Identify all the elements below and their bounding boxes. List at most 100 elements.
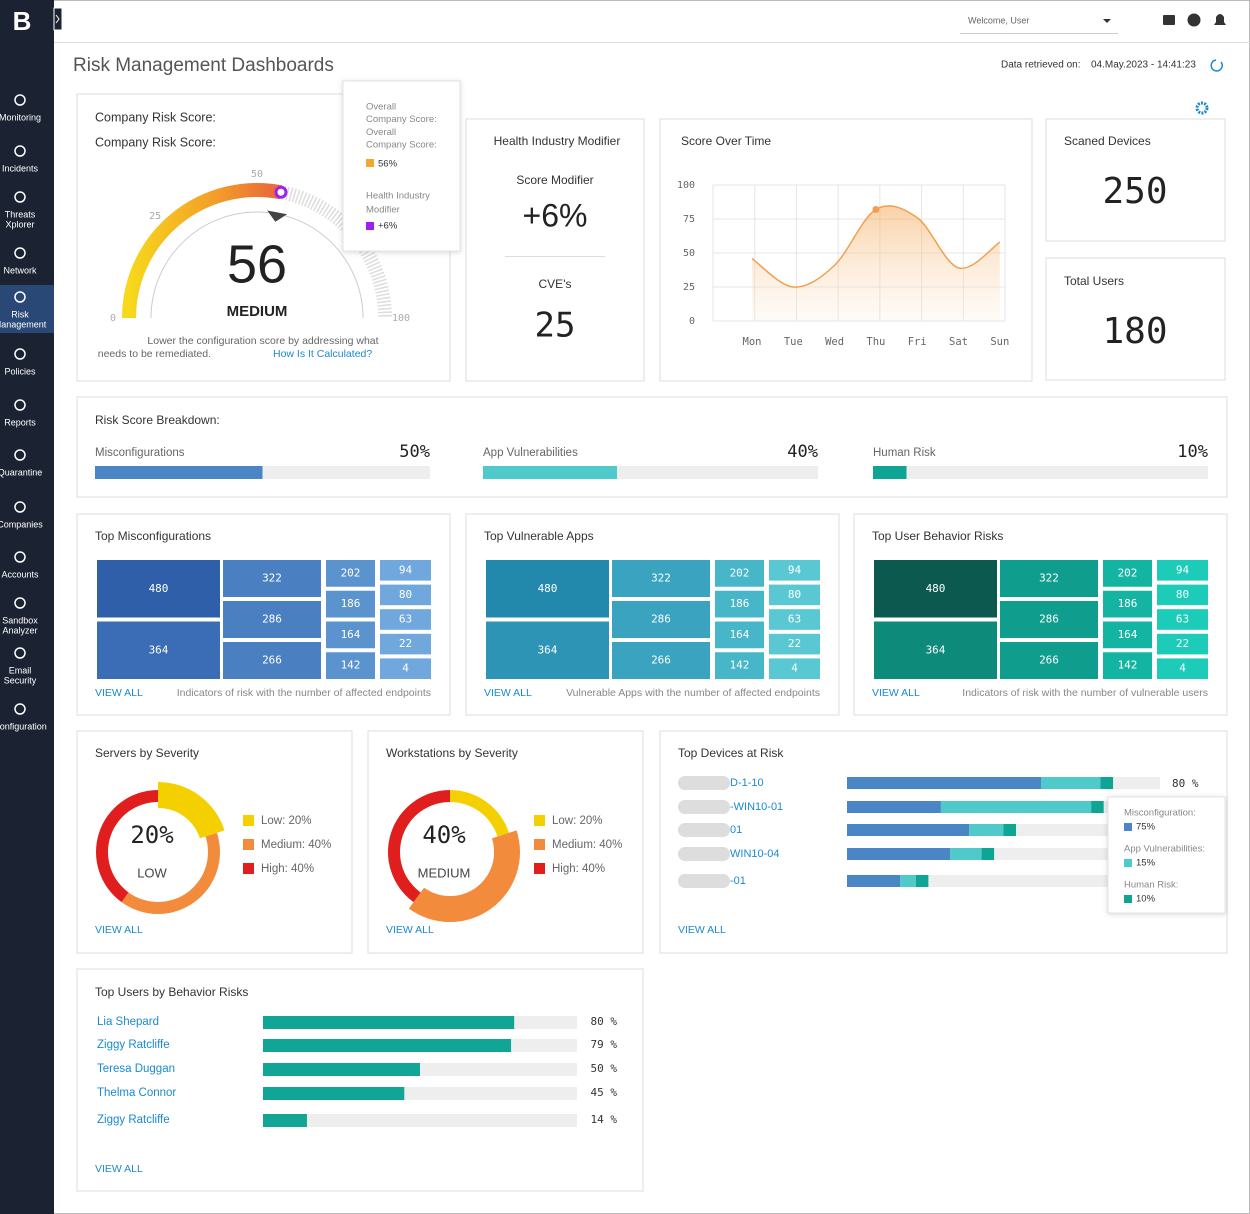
bar-track (873, 466, 1208, 479)
sidebar-icon[interactable] (14, 247, 26, 259)
gauge-pointer (267, 210, 288, 222)
gauge-end (274, 185, 288, 199)
device-link[interactable]: 01 (730, 824, 742, 836)
cell-label: 286 (1039, 613, 1059, 626)
sidebar-icon[interactable] (14, 449, 26, 461)
sidebar-label[interactable]: Accounts (1, 569, 39, 579)
bar (263, 1016, 515, 1029)
sidebar-label[interactable]: Reports (4, 417, 36, 427)
sidebar-label[interactable]: Xplorer (5, 219, 34, 229)
view-all[interactable]: VIEW ALL (95, 687, 143, 699)
sidebar-label[interactable]: Configuration (0, 721, 47, 731)
device-link[interactable]: -WIN10-01 (730, 801, 783, 813)
treemap-cell (486, 621, 609, 679)
sidebar-label[interactable]: Quarantine (0, 467, 42, 477)
label: Workstations by Severity (386, 746, 518, 760)
sidebar-icon[interactable] (14, 501, 26, 513)
cell-label: 322 (651, 572, 671, 585)
cell-label: 322 (262, 572, 282, 585)
donut-hole (406, 808, 494, 896)
treemap-cell (1157, 658, 1208, 679)
bar-segment (915, 875, 929, 887)
settings-icon[interactable] (1195, 101, 1209, 115)
label: 45 % (591, 1086, 618, 1099)
help-icon[interactable] (1187, 13, 1201, 27)
treemap-cell (874, 621, 997, 679)
treemap-cell (1103, 560, 1152, 587)
sidebar-label[interactable]: Threats (5, 209, 36, 219)
cell-label: 480 (538, 582, 558, 595)
sidebar-icon[interactable] (14, 703, 26, 715)
sidebar-label[interactable]: Network (3, 265, 37, 275)
sidebar-label[interactable]: Risk (11, 309, 29, 319)
link[interactable]: How Is It Calculated? (273, 348, 372, 360)
sidebar-label[interactable]: Companies (0, 519, 43, 529)
sidebar-icon[interactable] (14, 94, 26, 106)
label: Risk Score Breakdown: (95, 413, 220, 427)
cell-label: 364 (538, 643, 558, 656)
cell-label: 22 (788, 637, 801, 650)
bar-segment (1041, 777, 1101, 789)
sidebar-label[interactable]: Incidents (2, 163, 39, 173)
tooltip-swatch (1124, 895, 1132, 903)
sidebar-icon[interactable] (14, 647, 26, 659)
user-link[interactable]: Ziggy Ratcliffe (97, 1039, 170, 1051)
donut-segment (450, 789, 509, 837)
user-link[interactable]: Ziggy Ratcliffe (97, 1114, 170, 1126)
label: 250 (1102, 171, 1167, 212)
user-link[interactable]: Lia Shepard (97, 1016, 159, 1028)
user-menu[interactable]: Welcome, User (968, 15, 1029, 25)
bar (263, 1039, 512, 1052)
cell-label: 164 (341, 628, 361, 641)
sidebar-label[interactable]: Monitoring (0, 112, 41, 122)
view-all[interactable]: VIEW ALL (386, 924, 434, 936)
sidebar-icon[interactable] (14, 145, 26, 157)
user-link[interactable]: Teresa Duggan (97, 1063, 175, 1075)
tooltip (1107, 796, 1226, 914)
view-all[interactable]: VIEW ALL (484, 687, 532, 699)
sidebar-label[interactable]: Sandbox (2, 615, 38, 625)
sidebar-label[interactable]: Analyzer (2, 625, 37, 635)
view-all[interactable]: VIEW ALL (95, 924, 143, 936)
device-link[interactable]: WIN10-04 (730, 848, 780, 860)
view-all[interactable]: VIEW ALL (678, 924, 726, 936)
sidebar-icon[interactable] (14, 348, 26, 360)
highlight-point (872, 205, 880, 213)
view-all[interactable]: VIEW ALL (95, 1163, 143, 1175)
label: CVE's (539, 277, 572, 291)
device-link[interactable]: D-1-10 (730, 777, 764, 789)
sidebar-icon[interactable] (14, 399, 26, 411)
sidebar-label[interactable]: Policies (4, 366, 36, 376)
bar-track (263, 1114, 577, 1127)
view-all[interactable]: VIEW ALL (872, 687, 920, 699)
legend-label: Low: 20% (552, 815, 603, 827)
treemap-cell (1157, 609, 1208, 630)
sidebar-icon[interactable] (14, 191, 26, 203)
label: Company Score: (366, 140, 437, 151)
gauge-tick: 0 (110, 313, 116, 324)
sidebar-icon[interactable] (14, 551, 26, 563)
cell-label: 63 (1176, 613, 1189, 626)
sidebar (0, 0, 54, 1214)
sidebar-label[interactable]: Security (4, 675, 37, 685)
label: 20% (130, 821, 174, 849)
user-link[interactable]: Thelma Connor (97, 1087, 176, 1099)
legend-swatch (534, 839, 545, 850)
treemap-cell (326, 621, 375, 649)
bar-segment (847, 824, 970, 836)
treemap-cell (1103, 652, 1152, 679)
bell-icon[interactable] (1214, 14, 1226, 25)
sidebar-icon[interactable] (14, 291, 26, 303)
sidebar-label[interactable]: Management (0, 319, 47, 329)
device-link[interactable]: -01 (730, 875, 746, 887)
treemap-cell (97, 621, 220, 679)
sidebar-icon[interactable] (14, 597, 26, 609)
bar (95, 466, 263, 479)
user-menu-caret[interactable] (1103, 19, 1111, 23)
sidebar-label[interactable]: Email (9, 665, 32, 675)
label: Top User Behavior Risks (872, 529, 1003, 543)
refresh-icon[interactable] (1210, 59, 1223, 72)
sidebar-toggle[interactable] (53, 7, 63, 31)
treemap-cell (380, 609, 431, 630)
